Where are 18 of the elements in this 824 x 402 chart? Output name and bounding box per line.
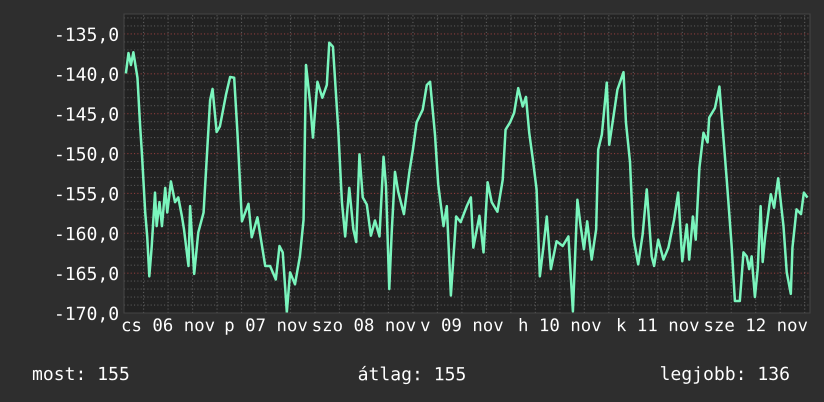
- y-tick-label: -160,0: [57, 226, 118, 243]
- x-tick-label: cs 06 nov: [122, 318, 214, 332]
- y-tick-label: -170,0: [57, 306, 118, 322]
- y-tick-label: -145,0: [57, 107, 118, 124]
- x-tick-label: k 11 nov: [618, 318, 699, 332]
- x-tick-label: szo 08 nov: [314, 318, 416, 332]
- x-tick-label: p 07 nov: [226, 318, 307, 335]
- text: legjobb: 136: [660, 366, 789, 384]
- x-tick-label: h 10 nov: [520, 318, 601, 332]
- y-tick-label: -150,0: [57, 147, 118, 163]
- text: átlag: 155: [358, 366, 465, 384]
- x-tick-label: sze 12 nov: [705, 318, 808, 332]
- y-tick-label: -155,0: [57, 186, 118, 203]
- x-tick-label: v 09 nov: [420, 318, 503, 332]
- y-tick-label: -135,0: [57, 27, 118, 44]
- text: most: 155: [32, 366, 128, 380]
- y-tick-label: -140,0: [57, 67, 118, 84]
- y-tick-label: -165,0: [57, 266, 118, 283]
